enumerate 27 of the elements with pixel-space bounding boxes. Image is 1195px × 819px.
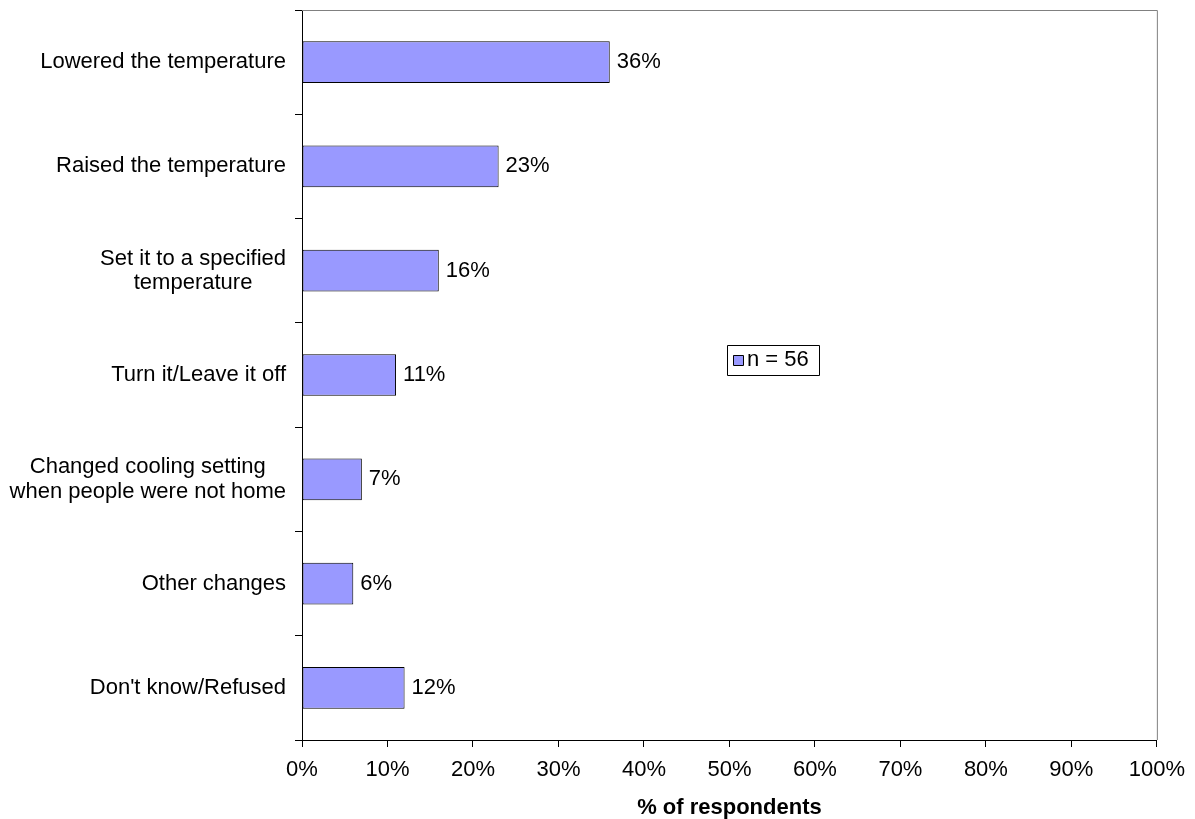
data-label: 7% [368,465,401,491]
y-tick-label: Turn it/Leave it off [111,361,287,387]
y-tick-label: Changed cooling setting when people were not home [8,453,287,503]
x-tick-label: 70% [878,756,923,782]
data-label: 36% [616,48,661,74]
x-tick-label: 80% [963,756,1008,782]
x-tick-label: 10% [365,756,410,782]
data-label: 11% [403,361,446,387]
legend-label: n = 56 [747,346,809,372]
y-tick-label: Raised the temperature [56,152,286,178]
x-tick-label: 90% [1049,756,1094,782]
data-label: 6% [360,569,393,595]
data-label: 16% [445,256,490,282]
x-axis-title: % of respondents [637,794,822,819]
data-label: 12% [411,673,456,699]
y-tick-label: Don't know/Refused [89,673,286,699]
x-tick-label: 50% [707,756,752,782]
x-tick-label: 30% [536,756,581,782]
x-tick-label: 60% [792,756,837,782]
data-label: 23% [505,152,550,178]
y-tick-label: Lowered the temperature [40,48,287,74]
x-tick-label: 40% [621,756,666,782]
x-tick-label: 100% [1128,756,1186,782]
y-tick-label: Other changes [141,569,286,595]
y-tick-label: Set it to a specified temperature [100,244,286,295]
x-tick-label: 20% [450,756,495,782]
x-tick-label: 0% [286,756,318,782]
